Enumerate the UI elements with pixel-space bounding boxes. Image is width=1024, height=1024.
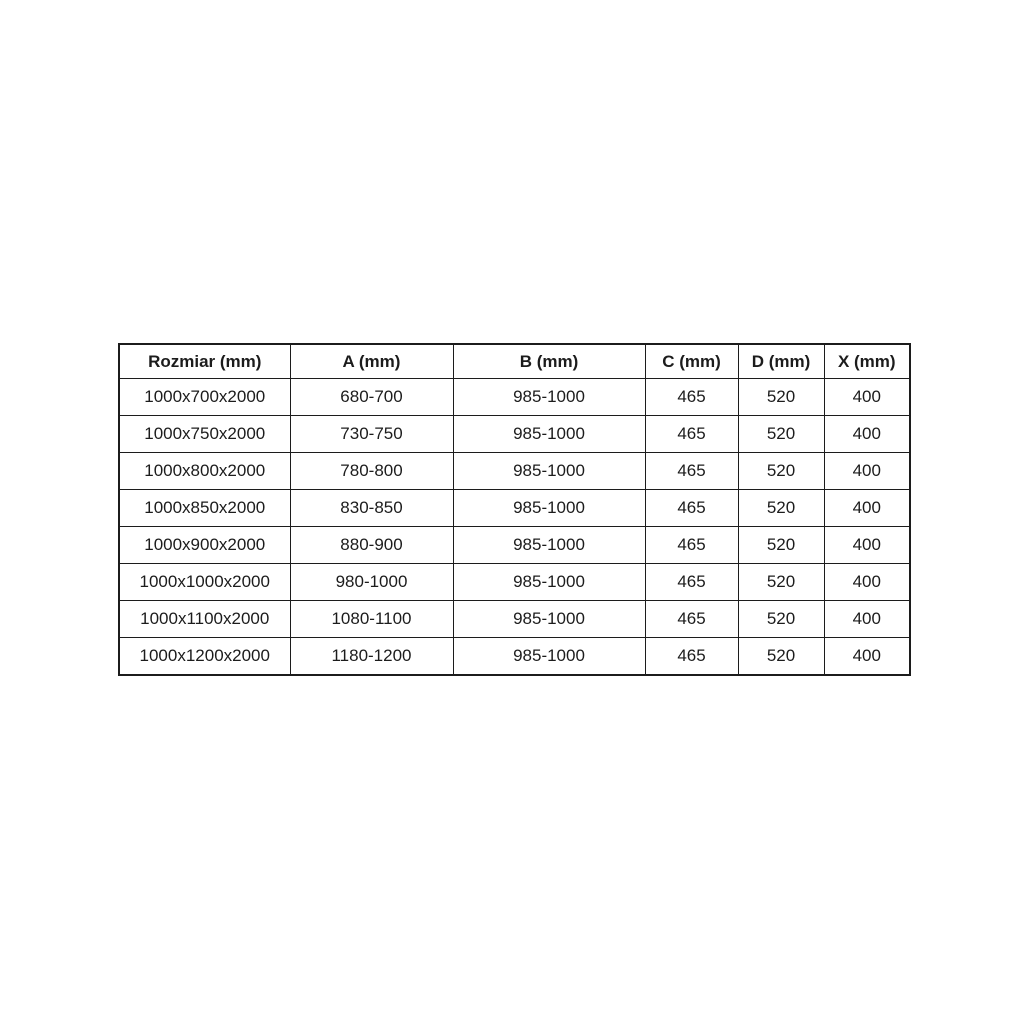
table-row: 1000x1000x2000 980-1000 985-1000 465 520 400 [118, 563, 911, 601]
table-cell: 830-850 [289, 489, 454, 527]
table-cell: 465 [644, 452, 739, 490]
col-header-c: C (mm) [644, 343, 739, 379]
dimensions-spec-table: Rozmiar (mm) A (mm) B (mm) C (mm) D (mm)… [118, 343, 911, 676]
table-cell: 520 [737, 637, 825, 676]
table-cell: 520 [737, 378, 825, 416]
table-cell: 465 [644, 637, 739, 676]
table-cell: 400 [823, 600, 911, 638]
table-cell: 465 [644, 489, 739, 527]
table-cell: 520 [737, 415, 825, 453]
table-cell: 465 [644, 378, 739, 416]
table-cell: 400 [823, 637, 911, 676]
table-body: 1000x700x2000 680-700 985-1000 465 520 400 100… [118, 378, 911, 676]
table-cell: 1000x900x2000 [118, 526, 291, 564]
table-cell: 1000x700x2000 [118, 378, 291, 416]
col-header-a: A (mm) [289, 343, 454, 379]
table-cell: 680-700 [289, 378, 454, 416]
table-cell: 730-750 [289, 415, 454, 453]
table-cell: 985-1000 [452, 489, 646, 527]
table-cell: 880-900 [289, 526, 454, 564]
col-header-x: X (mm) [823, 343, 911, 379]
table-row: 1000x900x2000 880-900 985-1000 465 520 400 [118, 526, 911, 564]
table-cell: 400 [823, 563, 911, 601]
table-row: 1000x700x2000 680-700 985-1000 465 520 400 [118, 378, 911, 416]
table-row: 1000x850x2000 830-850 985-1000 465 520 400 [118, 489, 911, 527]
table-row: 1000x1200x2000 1180-1200 985-1000 465 520 400 [118, 637, 911, 676]
table-cell: 985-1000 [452, 526, 646, 564]
col-header-b: B (mm) [452, 343, 646, 379]
table-cell: 400 [823, 415, 911, 453]
table-cell: 400 [823, 452, 911, 490]
table-cell: 985-1000 [452, 415, 646, 453]
table-cell: 1000x750x2000 [118, 415, 291, 453]
table-cell: 985-1000 [452, 637, 646, 676]
table-cell: 400 [823, 378, 911, 416]
table-cell: 520 [737, 600, 825, 638]
table-cell: 520 [737, 489, 825, 527]
table-cell: 985-1000 [452, 600, 646, 638]
col-header-rozmiar: Rozmiar (mm) [118, 343, 291, 379]
table-cell: 465 [644, 526, 739, 564]
table-cell: 1000x1200x2000 [118, 637, 291, 676]
table-cell: 985-1000 [452, 452, 646, 490]
table-cell: 520 [737, 563, 825, 601]
table-cell: 465 [644, 563, 739, 601]
table-cell: 1000x850x2000 [118, 489, 291, 527]
table-cell: 1080-1100 [289, 600, 454, 638]
table-cell: 465 [644, 600, 739, 638]
table-cell: 520 [737, 452, 825, 490]
table-row: 1000x750x2000 730-750 985-1000 465 520 400 [118, 415, 911, 453]
spec-table-container: Rozmiar (mm) A (mm) B (mm) C (mm) D (mm)… [118, 343, 911, 676]
col-header-d: D (mm) [737, 343, 825, 379]
table-cell: 465 [644, 415, 739, 453]
table-row: 1000x1100x2000 1080-1100 985-1000 465 520 400 [118, 600, 911, 638]
table-row: 1000x800x2000 780-800 985-1000 465 520 400 [118, 452, 911, 490]
table-cell: 780-800 [289, 452, 454, 490]
table-cell: 1000x800x2000 [118, 452, 291, 490]
table-cell: 980-1000 [289, 563, 454, 601]
table-cell: 520 [737, 526, 825, 564]
table-cell: 1000x1100x2000 [118, 600, 291, 638]
table-cell: 985-1000 [452, 563, 646, 601]
table-cell: 400 [823, 489, 911, 527]
table-cell: 1180-1200 [289, 637, 454, 676]
table-cell: 1000x1000x2000 [118, 563, 291, 601]
table-cell: 400 [823, 526, 911, 564]
header-row: Rozmiar (mm) A (mm) B (mm) C (mm) D (mm)… [118, 343, 911, 379]
table-head: Rozmiar (mm) A (mm) B (mm) C (mm) D (mm)… [118, 343, 911, 379]
table-cell: 985-1000 [452, 378, 646, 416]
